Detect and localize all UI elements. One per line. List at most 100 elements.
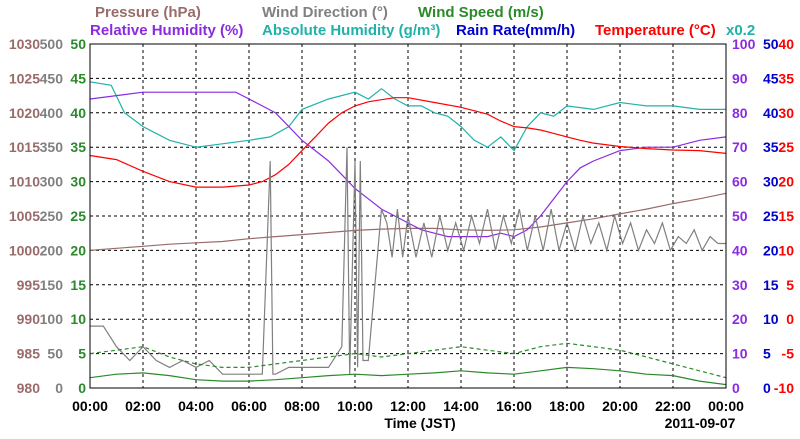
y-tick-label: 1005: [9, 208, 40, 224]
x-tick-label: 04:00: [178, 398, 214, 414]
y-tick-label: 980: [17, 380, 41, 396]
legend-entry: Wind Speed (m/s): [418, 4, 544, 21]
y-tick-label: 50: [47, 346, 63, 362]
y-tick-label: 20: [778, 174, 794, 190]
y-tick-label: 50: [70, 36, 86, 52]
y-tick-label: 25: [70, 208, 86, 224]
y-tick-label: 0: [78, 380, 86, 396]
legend-entry: Temperature (°C): [595, 22, 716, 39]
x-tick-label: 12:00: [390, 398, 426, 414]
y-tick-label: 1000: [9, 242, 40, 258]
y-tick-label: 15: [70, 277, 86, 293]
y-tick-label: 20: [763, 242, 779, 258]
x-tick-label: 02:00: [125, 398, 161, 414]
y-tick-label: 0: [786, 311, 794, 327]
legend-entry: Wind Direction (°): [262, 4, 388, 21]
x-tick-label: 10:00: [337, 398, 373, 414]
y-tick-label: 5: [763, 346, 771, 362]
y-tick-label: 100: [40, 311, 64, 327]
y-tick-label: 25: [778, 139, 794, 155]
x-tick-label: 22:00: [655, 398, 691, 414]
y-tick-label: 1025: [9, 70, 40, 86]
x-axis: 00:00 02:00 04:00 06:00 08:00 10:00 12:00 14:00…: [72, 398, 744, 414]
rain-scale-note: x0.2: [726, 22, 755, 39]
y-tick-label: 15: [778, 208, 794, 224]
y-tick-label: 50: [732, 208, 748, 224]
y-tick-label: 40: [763, 105, 779, 121]
y-tick-label: 35: [763, 139, 779, 155]
x-tick-label: 18:00: [549, 398, 585, 414]
x-tick-label: 08:00: [284, 398, 320, 414]
y-tick-label: 300: [40, 174, 64, 190]
y-tick-label: 45: [763, 70, 779, 86]
plot-frame: [89, 43, 727, 389]
y-tick-label: 30: [778, 105, 794, 121]
series-line: [89, 342, 727, 379]
y-tick-label: 995: [17, 277, 41, 293]
y-tick-label: 1010: [9, 174, 40, 190]
y-tick-label: 40: [70, 105, 86, 121]
y-tick-label: 20: [732, 311, 748, 327]
series-layer: [89, 81, 727, 386]
legend-entry: Pressure (hPa): [95, 4, 201, 21]
legend-entry: Rain Rate(mm/h): [456, 22, 575, 39]
y-tick-label: 60: [732, 174, 748, 190]
y-tick-label: 70: [732, 139, 748, 155]
y-tick-label: 10: [732, 346, 748, 362]
x-tick-label: 20:00: [602, 398, 638, 414]
y-tick-label: 20: [70, 242, 86, 258]
y-tick-label: 10: [763, 311, 779, 327]
y-tick-label: -5: [782, 346, 795, 362]
y-tick-label: 985: [17, 346, 41, 362]
y-tick-label: 5: [78, 346, 86, 362]
series-line: [89, 97, 727, 188]
x-tick-label: 16:00: [496, 398, 532, 414]
y-tick-label: 990: [17, 311, 41, 327]
y-tick-label: 200: [40, 242, 64, 258]
y-tick-label: 90: [732, 70, 748, 86]
right-axes: 1009080706050403020100504540353025201510…: [732, 36, 794, 396]
y-tick-label: 35: [70, 139, 86, 155]
y-tick-label: 450: [40, 70, 64, 86]
y-tick-label: 30: [70, 174, 86, 190]
y-tick-label: -10: [774, 380, 794, 396]
y-tick-label: 1020: [9, 105, 40, 121]
y-tick-label: 0: [55, 380, 63, 396]
x-tick-label: 00:00: [708, 398, 744, 414]
y-tick-label: 35: [778, 70, 794, 86]
left-axes: 1030102510201015101010051000995990985980…: [9, 36, 86, 396]
y-tick-label: 5: [786, 277, 794, 293]
series-line: [90, 147, 726, 375]
y-tick-label: 50: [763, 36, 779, 52]
y-tick-label: 80: [732, 105, 748, 121]
y-tick-label: 30: [732, 277, 748, 293]
y-tick-label: 40: [778, 36, 794, 52]
y-tick-label: 45: [70, 70, 86, 86]
y-tick-label: 400: [40, 105, 64, 121]
y-tick-label: 1015: [9, 139, 40, 155]
y-tick-label: 0: [732, 380, 740, 396]
y-tick-label: 100: [732, 36, 756, 52]
series-line: [89, 81, 726, 152]
date-label: 2011-09-07: [665, 415, 736, 431]
y-tick-label: 250: [40, 208, 64, 224]
x-axis-label: Time (JST): [384, 415, 455, 431]
y-tick-label: 350: [40, 139, 64, 155]
x-tick-label: 14:00: [443, 398, 479, 414]
y-tick-label: 25: [763, 208, 779, 224]
legend-entry: Relative Humidity (%): [90, 22, 243, 39]
y-tick-label: 10: [778, 242, 794, 258]
series-line: [89, 192, 727, 251]
series-line: [89, 366, 727, 386]
y-tick-label: 10: [70, 311, 86, 327]
y-tick-label: 40: [732, 242, 748, 258]
y-tick-label: 150: [40, 277, 64, 293]
series-line: [89, 91, 727, 238]
y-tick-label: 500: [40, 36, 64, 52]
y-tick-label: 30: [763, 174, 779, 190]
y-tick-label: 0: [763, 380, 771, 396]
legend-entry: Absolute Humidity (g/m³): [262, 22, 440, 39]
y-tick-label: 1030: [9, 36, 40, 52]
legend: Pressure (hPa) Wind Direction (°) Wind Spe…: [90, 4, 755, 39]
